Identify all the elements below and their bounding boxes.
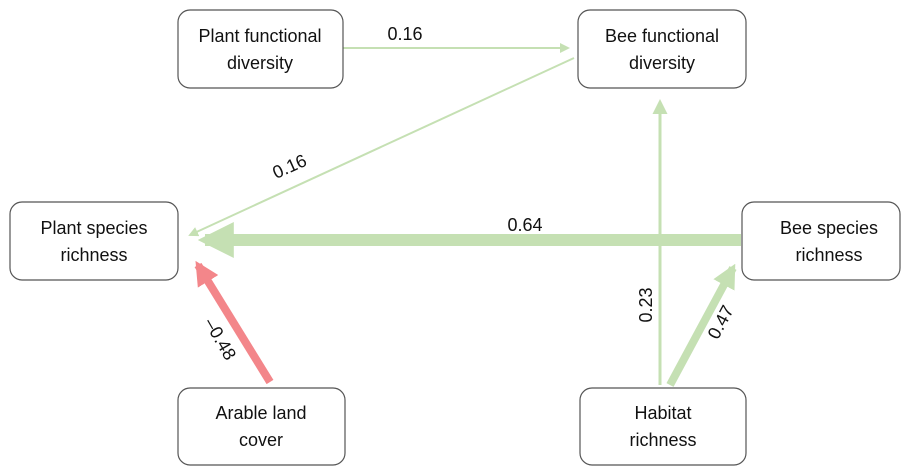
- node: Bee species richness: [741, 201, 901, 281]
- node-label: richness: [629, 430, 696, 450]
- node: Plant species richness: [9, 201, 179, 281]
- edge-arrow: [194, 260, 274, 385]
- node-label: Bee functional: [605, 26, 719, 46]
- node: Bee functional diversity: [577, 9, 747, 89]
- edge-arrow: [188, 57, 575, 237]
- edge-arrow: [666, 263, 737, 387]
- node-label: richness: [795, 245, 862, 265]
- edge-label: 0.23: [636, 287, 656, 322]
- edge-label: 0.16: [269, 150, 309, 183]
- node-label: Arable land: [215, 403, 306, 423]
- node-label: Plant species: [40, 218, 147, 238]
- node-label: richness: [60, 245, 127, 265]
- node-label: diversity: [227, 53, 293, 73]
- node-label: diversity: [629, 53, 695, 73]
- node-label: Bee species: [780, 218, 878, 238]
- node-label: Habitat: [634, 403, 691, 423]
- edge-label: 0.16: [387, 24, 422, 44]
- edge-label: 0.64: [507, 215, 542, 235]
- node-label: Plant functional: [198, 26, 321, 46]
- node-label: cover: [239, 430, 283, 450]
- node: Habitat richness: [579, 387, 747, 466]
- node: Arable land cover: [177, 387, 346, 466]
- node: Plant functional diversity: [177, 9, 344, 89]
